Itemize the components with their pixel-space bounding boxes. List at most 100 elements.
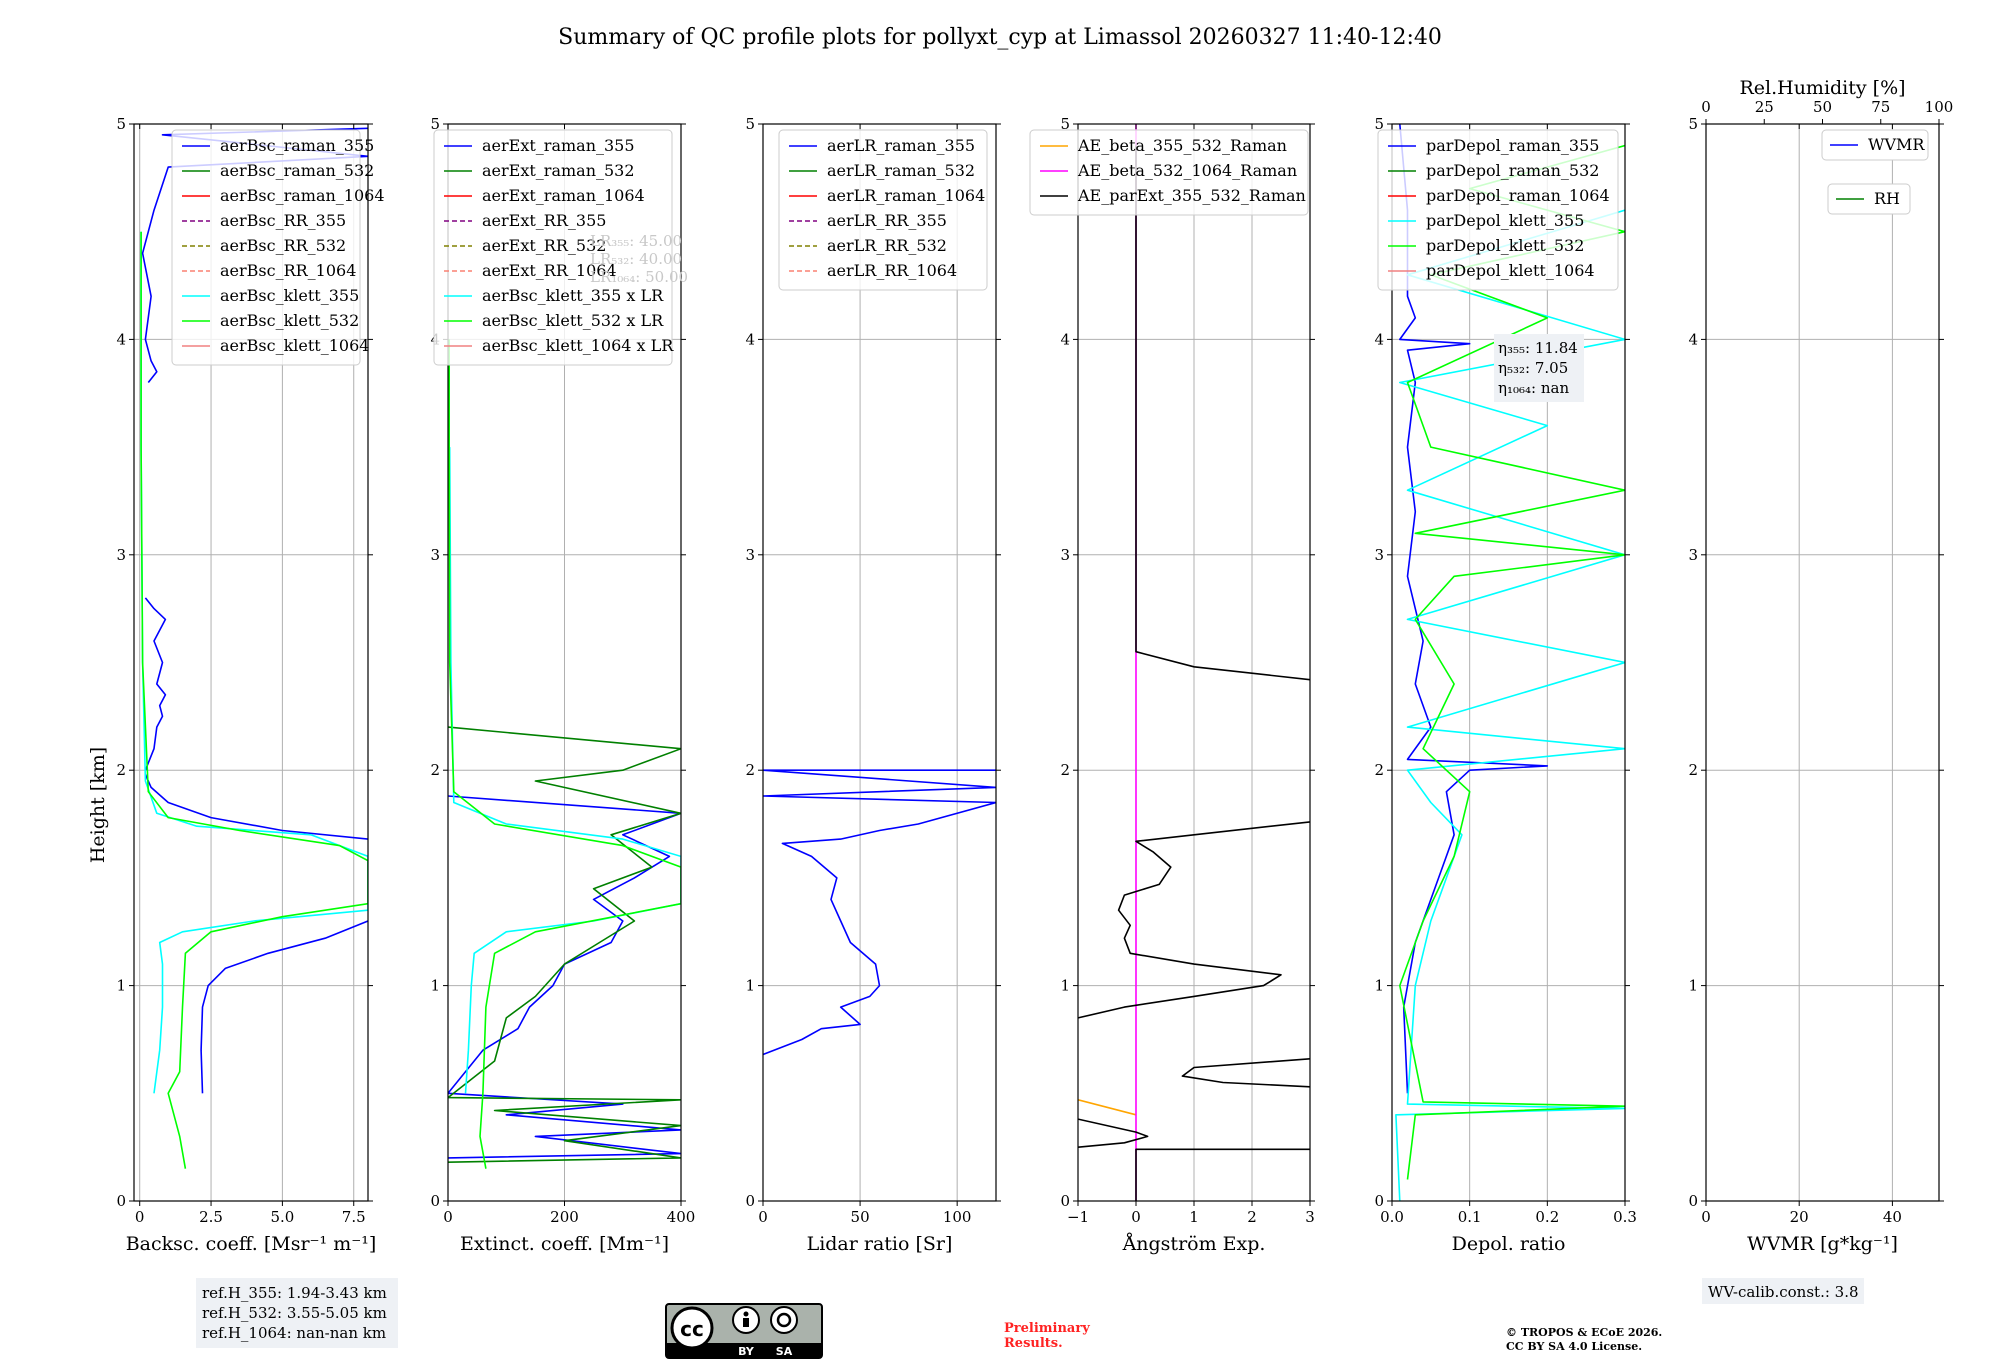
series-parDepol_raman_355: [1399, 124, 1549, 1094]
x-tick-label: 50: [851, 1208, 870, 1226]
y-tick-label: 4: [745, 330, 755, 348]
legend-label: parDepol_raman_355: [1426, 136, 1599, 155]
legend-label: aerLR_RR_355: [827, 211, 947, 230]
y-tick-label: 2: [1688, 761, 1698, 779]
legend-rh: RH: [1827, 183, 1911, 215]
y-tick-label: 5: [116, 115, 126, 133]
x-tick-label: 0.3: [1613, 1208, 1637, 1226]
series-group: [763, 769, 996, 1056]
x-axis-label-ae: Ångström Exp.: [1122, 1233, 1266, 1255]
y-tick-label: 5: [1060, 115, 1070, 133]
legend-depol: parDepol_raman_355 parDepol_raman_532 parD…: [1377, 129, 1619, 291]
legend-ext: aerExt_raman_355 aerExt_raman_532 aerExt_r…: [433, 129, 674, 366]
sa-label: SA: [776, 1345, 793, 1358]
series-AE_parExt_355_532_Raman_d: [1078, 1118, 1149, 1148]
y-tick-label: 2: [1060, 761, 1070, 779]
y-tick-label: 3: [1060, 546, 1070, 564]
y-tick-label: 5: [745, 115, 755, 133]
series-parDepol_klett_532: [1399, 144, 1625, 1180]
x-tick-label: 0.2: [1535, 1208, 1559, 1226]
eta-value: η₁₀₆₄: nan: [1498, 379, 1569, 397]
top-x-tick-label: 50: [1813, 98, 1832, 116]
legend-label: parDepol_klett_1064: [1426, 261, 1595, 280]
x-tick-label: 7.5: [342, 1208, 366, 1226]
legend-label: aerLR_RR_532: [827, 236, 947, 255]
cc-by-sa-badge: cc BY SA: [665, 1303, 823, 1359]
legend-label: aerBsc_raman_355: [220, 136, 374, 155]
y-tick-label: 0: [745, 1192, 755, 1210]
legend-label: aerLR_RR_1064: [827, 261, 957, 280]
series-aerBsc_raman_355_upper: [144, 597, 167, 771]
cc-icon: [670, 1306, 714, 1350]
top-x-tick-label: 25: [1755, 98, 1774, 116]
x-axis-label-depol: Depol. ratio: [1452, 1233, 1566, 1255]
lidar-ratio-note: LR₅₃₂: 40.00: [590, 250, 682, 268]
sa-icon: [770, 1306, 798, 1334]
y-tick-label: 0: [1374, 1192, 1384, 1210]
x-tick-label: 200: [550, 1208, 579, 1226]
legend-label: parDepol_raman_1064: [1426, 186, 1610, 205]
y-tick-label: 4: [116, 330, 126, 348]
legend-label: AE_beta_532_1064_Raman: [1077, 161, 1297, 180]
x-tick-label: 2.5: [199, 1208, 223, 1226]
series-group: [1395, 124, 1625, 1201]
series-AE_parExt_355_532_Raman_c: [1181, 1058, 1310, 1088]
x-tick-label: 0: [443, 1208, 453, 1226]
y-tick-label: 2: [116, 761, 126, 779]
legend-label: aerExt_RR_355: [482, 211, 606, 230]
figure-title: Summary of QC profile plots for pollyxt_…: [558, 25, 1442, 50]
x-tick-label: −1: [1067, 1208, 1089, 1226]
panel-lr: 0 50 100 0 1 2 3 4 5 Lidar ratio [Sr] aerLR_raman_…: [745, 115, 1001, 1255]
y-tick-label: 3: [1688, 546, 1698, 564]
top-x-axis-label: Rel.Humidity [%]: [1739, 77, 1905, 99]
lidar-ratio-note: LR₃₅₅: 45.00: [590, 232, 682, 250]
x-tick-label: 100: [943, 1208, 972, 1226]
x-tick-label: 0.1: [1458, 1208, 1482, 1226]
legend-label: aerBsc_raman_1064: [220, 186, 385, 205]
legend-label: parDepol_klett_532: [1426, 236, 1584, 255]
eta-box: η₃₅₅: 11.84 η₅₃₂: 7.05 η₁₀₆₄: nan: [1494, 334, 1584, 402]
y-tick-label: 0: [1060, 1192, 1070, 1210]
panels: 0 2.5 5.0 7.5 0 1 2 3 4 5 Backsc. coeff. [Msr⁻¹ m⁻…: [116, 77, 1953, 1255]
preliminary-line1: Preliminary: [1004, 1321, 1090, 1336]
top-x-tick-label: 0: [1701, 98, 1711, 116]
legend-label: parDepol_raman_532: [1426, 161, 1599, 180]
axes-frame: [1705, 123, 1940, 1202]
legend-label: aerBsc_klett_355 x LR: [482, 286, 664, 305]
x-tick-label: 0: [135, 1208, 145, 1226]
ref-h-355: ref.H_355: 1.94-3.43 km: [202, 1284, 387, 1302]
eta-value: η₅₃₂: 7.05: [1498, 359, 1568, 377]
legend-label: aerLR_raman_355: [827, 136, 975, 155]
y-tick-label: 4: [1688, 330, 1698, 348]
legend-label: aerBsc_klett_1064: [220, 336, 369, 355]
series-AE_parExt_355_532_Raman: [1135, 145, 1310, 681]
ref-height-box: ref.H_355: 1.94-3.43 km ref.H_532: 3.55-…: [196, 1278, 398, 1348]
y-tick-label: 1: [1374, 977, 1384, 995]
legend-ae: AE_beta_355_532_Raman AE_beta_532_1064_Ra…: [1029, 129, 1309, 216]
series-klett_532_x_LR: [448, 339, 681, 1169]
y-tick-label: 5: [1374, 115, 1384, 133]
legend-label: parDepol_klett_355: [1426, 211, 1584, 230]
x-tick-label: 1: [1189, 1208, 1199, 1226]
panel-ext: 0200400012345Extinct. coeff. [Mm⁻¹]aerEx…: [430, 115, 695, 1255]
legend-label: aerExt_raman_1064: [482, 186, 645, 205]
y-tick-label: 1: [430, 977, 440, 995]
x-axis-label-bsc: Backsc. coeff. [Msr⁻¹ m⁻¹]: [126, 1233, 377, 1255]
y-tick-label: 1: [116, 977, 126, 995]
legend-label: aerBsc_RR_1064: [220, 261, 356, 280]
y-axis-label: Height [km]: [87, 747, 109, 863]
y-tick-label: 0: [1688, 1192, 1698, 1210]
axes-frame: [133, 123, 369, 1202]
legend-wvmr: WVMR: [1821, 129, 1929, 161]
legend-label: aerBsc_klett_1064 x LR: [482, 336, 674, 355]
y-tick-label: 2: [430, 761, 440, 779]
y-tick-label: 0: [430, 1192, 440, 1210]
y-tick-label: 3: [745, 546, 755, 564]
axes-frame: [1391, 123, 1626, 1202]
x-tick-label: 5.0: [270, 1208, 294, 1226]
panel-bsc: 0 2.5 5.0 7.5 0 1 2 3 4 5 Backsc. coeff. [Msr⁻¹ m⁻…: [116, 115, 384, 1255]
series-group: [140, 127, 368, 1169]
legend-label: aerExt_raman_532: [482, 161, 635, 180]
y-tick-label: 2: [745, 761, 755, 779]
